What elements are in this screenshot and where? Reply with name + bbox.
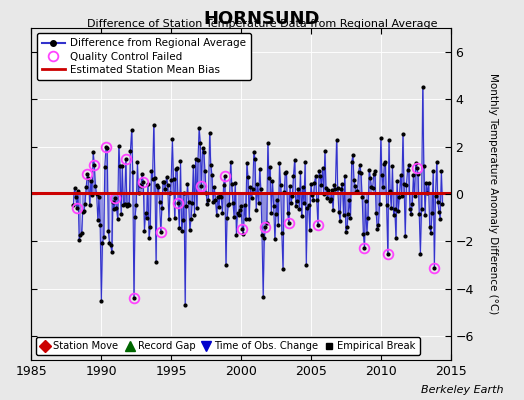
Text: Berkeley Earth: Berkeley Earth [421, 385, 503, 395]
Text: HORNSUND: HORNSUND [204, 10, 320, 28]
Text: Difference of Station Temperature Data from Regional Average: Difference of Station Temperature Data f… [87, 19, 437, 29]
Legend: Station Move, Record Gap, Time of Obs. Change, Empirical Break: Station Move, Record Gap, Time of Obs. C… [37, 337, 420, 355]
Y-axis label: Monthly Temperature Anomaly Difference (°C): Monthly Temperature Anomaly Difference (… [488, 73, 498, 315]
